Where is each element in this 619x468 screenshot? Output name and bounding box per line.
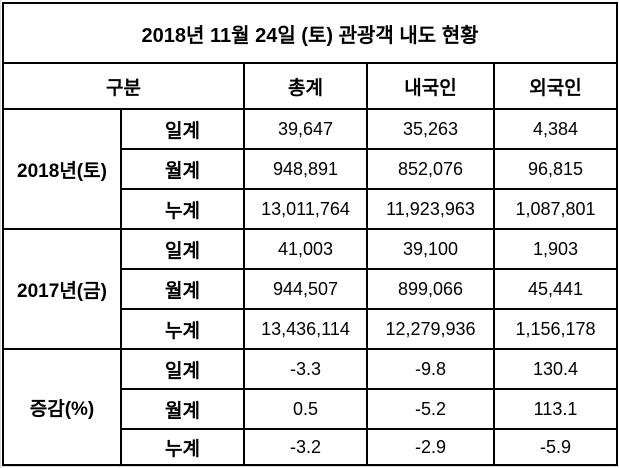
table-title: 2018년 11월 24일 (토) 관광객 내도 현황 bbox=[1, 2, 619, 64]
spreadsheet-gridline bbox=[365, 463, 366, 468]
row-label-daily: 일계 bbox=[120, 228, 245, 270]
col-header-foreign: 외국인 bbox=[492, 62, 619, 110]
row-group-label-2017: 2017년(금) bbox=[2, 228, 122, 350]
cell-total: 13,436,114 bbox=[243, 308, 368, 350]
cell-total: 0.5 bbox=[243, 388, 368, 430]
cell-foreign: -5.9 bbox=[492, 428, 619, 466]
cell-total: -3.3 bbox=[243, 348, 368, 390]
cell-foreign: 113.1 bbox=[492, 388, 619, 430]
cell-foreign: 1,156,178 bbox=[492, 308, 619, 350]
row-label-monthly: 월계 bbox=[120, 148, 245, 190]
cell-total: 41,003 bbox=[243, 228, 368, 270]
row-label-monthly: 월계 bbox=[120, 268, 245, 310]
cell-domestic: 852,076 bbox=[366, 148, 495, 190]
spreadsheet-gridline bbox=[0, 0, 1, 468]
row-label-daily: 일계 bbox=[120, 348, 245, 390]
row-label-cumulative: 누계 bbox=[120, 428, 245, 466]
cell-total: 13,011,764 bbox=[243, 188, 368, 230]
cell-domestic: 11,923,963 bbox=[366, 188, 495, 230]
row-label-cumulative: 누계 bbox=[120, 308, 245, 350]
cell-domestic: -5.2 bbox=[366, 388, 495, 430]
cell-domestic: 35,263 bbox=[366, 108, 495, 150]
cell-domestic: -2.9 bbox=[366, 428, 495, 466]
row-label-monthly: 월계 bbox=[120, 388, 245, 430]
cell-total: 948,891 bbox=[243, 148, 368, 190]
cell-foreign: 4,384 bbox=[492, 108, 619, 150]
cell-foreign: 45,441 bbox=[492, 268, 619, 310]
cell-domestic: 12,279,936 bbox=[366, 308, 495, 350]
col-header-total: 총계 bbox=[243, 62, 368, 110]
col-header-category: 구분 bbox=[2, 62, 245, 110]
cell-domestic: -9.8 bbox=[366, 348, 495, 390]
row-group-label-change: 증감(%) bbox=[2, 348, 122, 466]
spreadsheet-gridline bbox=[492, 463, 493, 468]
cell-foreign: 1,087,801 bbox=[492, 188, 619, 230]
cell-foreign: 96,815 bbox=[492, 148, 619, 190]
col-header-domestic: 내국인 bbox=[366, 62, 495, 110]
cell-foreign: 1,903 bbox=[492, 228, 619, 270]
cell-total: 944,507 bbox=[243, 268, 368, 310]
spreadsheet-gridline bbox=[0, 466, 619, 467]
cell-foreign: 130.4 bbox=[492, 348, 619, 390]
cell-domestic: 39,100 bbox=[366, 228, 495, 270]
cell-domestic: 899,066 bbox=[366, 268, 495, 310]
row-group-label-2018: 2018년(토) bbox=[2, 108, 122, 230]
spreadsheet-gridline bbox=[614, 463, 615, 468]
cell-total: 39,647 bbox=[243, 108, 368, 150]
cell-total: -3.2 bbox=[243, 428, 368, 466]
spreadsheet-gridline bbox=[242, 463, 243, 468]
spreadsheet-gridline bbox=[119, 463, 120, 468]
row-label-cumulative: 누계 bbox=[120, 188, 245, 230]
row-label-daily: 일계 bbox=[120, 108, 245, 150]
